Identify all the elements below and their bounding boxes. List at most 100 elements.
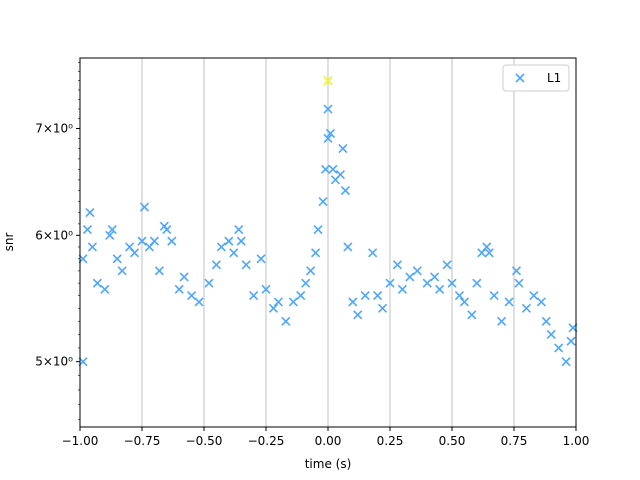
marker-stroke: [459, 297, 469, 307]
data-point: [194, 297, 204, 307]
marker-stroke: [343, 242, 353, 252]
marker-stroke: [224, 236, 234, 246]
data-point: [385, 278, 395, 288]
data-point: [561, 357, 571, 367]
marker-stroke: [273, 297, 283, 307]
marker-stroke: [472, 278, 482, 288]
marker-stroke: [87, 242, 97, 252]
data-point: [236, 236, 246, 246]
data-point: [229, 248, 239, 258]
data-point: [100, 284, 110, 294]
marker-stroke: [82, 225, 93, 235]
data-point: [328, 164, 338, 174]
x-tick-label: −1.00: [62, 434, 99, 448]
marker-stroke: [335, 169, 345, 180]
marker-stroke: [422, 278, 432, 288]
highlight-layer: [323, 76, 333, 86]
data-point: [554, 343, 564, 353]
data-point: [348, 297, 358, 307]
data-point: [249, 291, 259, 301]
marker-stroke: [435, 284, 445, 294]
marker-stroke: [194, 297, 204, 307]
legend: L1: [502, 64, 570, 92]
x-tick-label: 0.50: [439, 434, 466, 448]
data-point: [338, 144, 348, 154]
marker-stroke: [514, 278, 524, 288]
data-point: [511, 266, 522, 276]
data-point: [497, 316, 507, 326]
data-point: [454, 291, 465, 301]
data-point: [211, 260, 221, 270]
marker-stroke: [288, 297, 298, 307]
x-tick-label: 0.25: [377, 434, 404, 448]
marker-stroke: [154, 266, 164, 276]
data-point: [216, 242, 226, 252]
marker-stroke: [105, 230, 115, 240]
marker-stroke: [100, 284, 110, 294]
data-point: [340, 186, 350, 196]
marker-stroke: [323, 104, 333, 114]
data-point: [484, 248, 494, 258]
marker-stroke: [484, 248, 494, 258]
data-point: [105, 230, 115, 240]
y-axis-ticks: 5×10⁰ 6×10⁰ 7×10⁰: [35, 62, 80, 420]
marker-stroke: [328, 164, 338, 174]
data-point: [129, 248, 140, 258]
data-point: [137, 236, 147, 246]
data-point: [139, 202, 150, 212]
x-tick-label: −0.75: [124, 434, 161, 448]
marker-stroke: [536, 297, 546, 307]
marker-stroke: [234, 225, 244, 235]
data-point: [566, 336, 576, 346]
data-point: [430, 272, 440, 282]
data-point: [311, 248, 321, 258]
marker-stroke: [353, 310, 363, 320]
data-point: [467, 310, 477, 320]
data-point: [323, 133, 333, 144]
marker-stroke: [566, 336, 576, 346]
legend-frame: [502, 64, 570, 92]
data-point: [288, 297, 298, 307]
data-point: [405, 272, 415, 282]
data-point: [174, 284, 184, 294]
marker-stroke: [397, 284, 407, 294]
legend-marker-cross: [515, 73, 525, 83]
data-point: [546, 329, 556, 340]
data-point: [154, 266, 164, 276]
marker-stroke: [497, 316, 507, 326]
data-point: [187, 291, 197, 301]
data-point: [179, 272, 189, 282]
data-point: [320, 164, 331, 174]
marker-stroke: [320, 164, 331, 174]
data-point: [422, 278, 432, 288]
marker-stroke: [338, 144, 348, 154]
data-point: [412, 266, 422, 276]
data-point: [541, 316, 551, 326]
data-point: [112, 254, 122, 264]
y-tick-label: 6×10⁰: [35, 228, 73, 242]
marker-stroke: [546, 329, 556, 340]
marker-stroke: [149, 236, 159, 246]
marker-stroke: [268, 303, 279, 313]
data-point: [397, 284, 407, 294]
marker-stroke: [489, 291, 499, 301]
marker-stroke: [249, 291, 259, 301]
marker-stroke: [348, 297, 358, 307]
data-point: [377, 303, 388, 313]
data-point: [149, 236, 159, 246]
data-point: [87, 242, 97, 252]
data-point: [368, 248, 378, 258]
marker-stroke: [112, 254, 122, 264]
data-point: [268, 303, 279, 313]
data-point: [504, 297, 514, 307]
x-tick-label: −0.50: [186, 434, 223, 448]
marker-stroke: [139, 202, 150, 212]
grid-lines: [79, 58, 577, 427]
x-tick-label: 1.00: [563, 434, 590, 448]
data-point: [536, 297, 546, 307]
data-point: [107, 225, 117, 235]
data-point: [204, 278, 214, 288]
marker-stroke: [211, 260, 221, 270]
data-point: [489, 291, 499, 301]
